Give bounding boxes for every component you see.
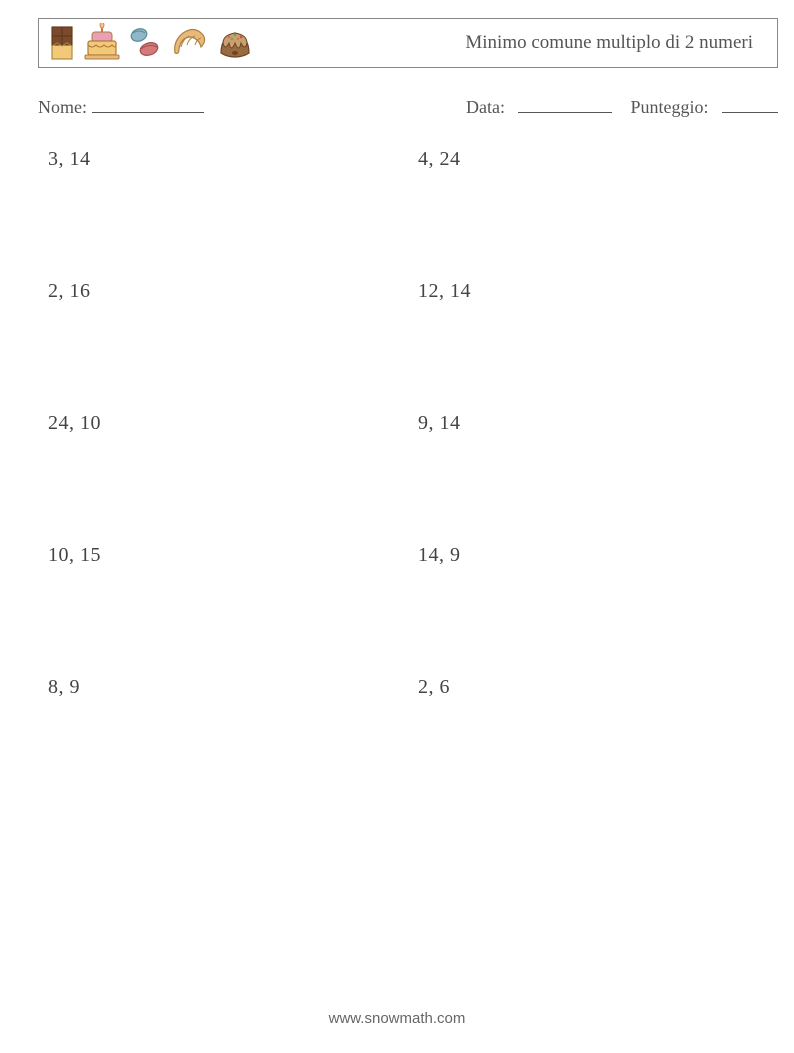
- problem-cell: 12, 14: [418, 280, 768, 303]
- score-label: Punteggio:: [630, 97, 708, 117]
- problems-grid: 3, 14 4, 24 2, 16 12, 14 24, 10 9, 14 10…: [48, 148, 768, 808]
- date-field: Data:: [466, 94, 612, 118]
- problem-cell: 3, 14: [48, 148, 418, 171]
- score-field: Punteggio:: [630, 94, 778, 118]
- name-label: Nome:: [38, 97, 87, 118]
- candy-icon: [127, 23, 163, 63]
- problem-cell: 10, 15: [48, 544, 418, 567]
- score-blank: [722, 94, 778, 113]
- header-box: Minimo comune multiplo di 2 numeri: [38, 18, 778, 68]
- problem-row: 10, 15 14, 9: [48, 544, 768, 676]
- problem-cell: 2, 6: [418, 676, 768, 699]
- date-label: Data:: [466, 97, 505, 117]
- problem-cell: 2, 16: [48, 280, 418, 303]
- date-blank: [518, 94, 612, 113]
- worksheet-title: Minimo comune multiplo di 2 numeri: [465, 32, 753, 54]
- problem-row: 2, 16 12, 14: [48, 280, 768, 412]
- name-blank: [92, 94, 204, 113]
- problem-cell: 24, 10: [48, 412, 418, 435]
- croissant-icon: [169, 23, 209, 63]
- problem-cell: 14, 9: [418, 544, 768, 567]
- footer-url: www.snowmath.com: [0, 1010, 794, 1027]
- info-row: Nome: Data: Punteggio:: [38, 94, 778, 118]
- problem-row: 24, 10 9, 14: [48, 412, 768, 544]
- problem-cell: 8, 9: [48, 676, 418, 699]
- problem-row: 3, 14 4, 24: [48, 148, 768, 280]
- header-icons: [47, 23, 255, 63]
- cake-icon: [83, 23, 121, 63]
- name-field: Nome:: [38, 94, 204, 118]
- problem-row: 8, 9 2, 6: [48, 676, 768, 808]
- bundt-cake-icon: [215, 23, 255, 63]
- problem-cell: 4, 24: [418, 148, 768, 171]
- chocolate-bar-icon: [47, 23, 77, 63]
- problem-cell: 9, 14: [418, 412, 768, 435]
